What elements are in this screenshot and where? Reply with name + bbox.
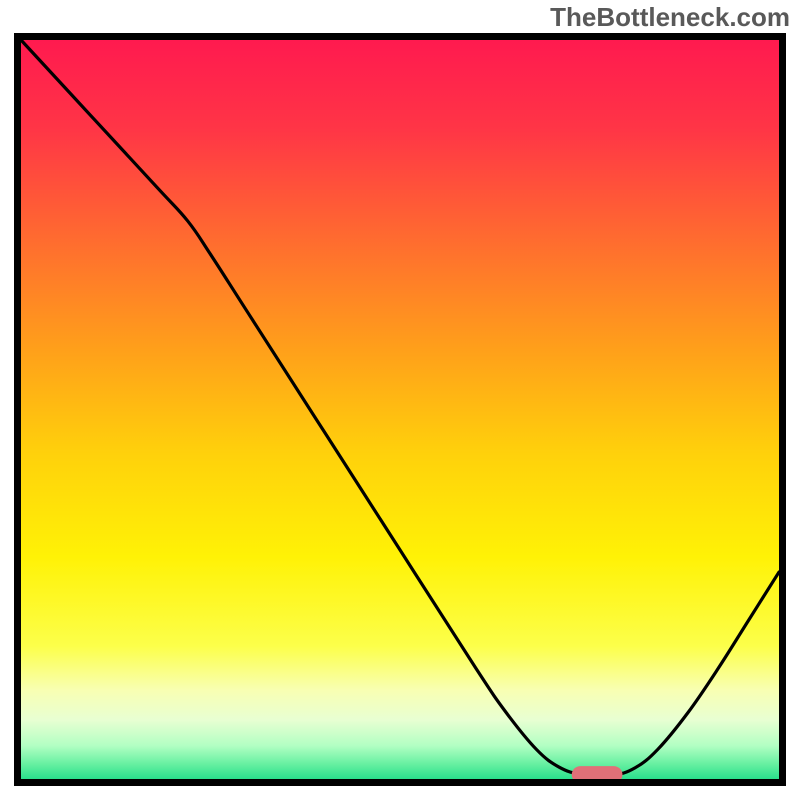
- frame-border-right: [779, 33, 786, 786]
- bottleneck-curve-path: [21, 40, 779, 776]
- frame-border-left: [14, 33, 21, 786]
- frame-border-top: [14, 33, 786, 40]
- chart-curve: [0, 0, 800, 800]
- frame-border-bottom: [14, 779, 786, 786]
- chart-root: { "watermark": { "text": "TheBottleneck.…: [0, 0, 800, 800]
